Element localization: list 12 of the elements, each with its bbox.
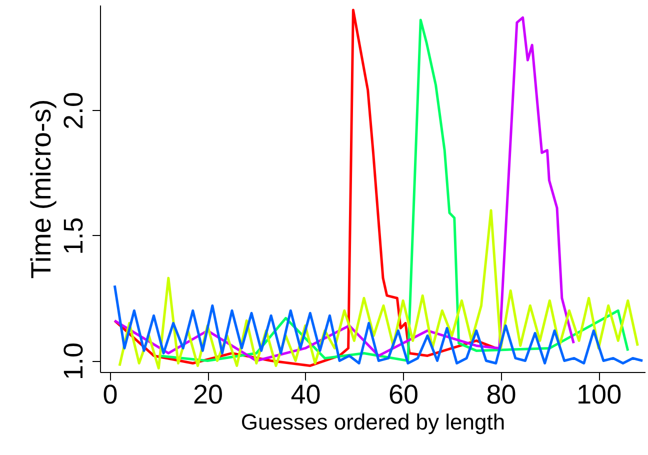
- y-axis-title: Time (micro-s): [26, 99, 56, 279]
- x-tick-label: 0: [102, 380, 118, 410]
- x-tick-label: 100: [576, 380, 622, 410]
- x-tick-label: 80: [486, 380, 516, 410]
- x-tick-label: 60: [388, 380, 419, 410]
- x-tick-label: 40: [290, 380, 321, 410]
- line-series: [113, 284, 644, 364]
- x-tick-label: 20: [193, 380, 224, 410]
- y-tick-label: 1.0: [58, 342, 88, 380]
- y-tick-label: 1.5: [58, 217, 88, 255]
- y-tick-label: 2.0: [58, 92, 88, 130]
- x-axis-title: Guesses ordered by length: [240, 410, 506, 434]
